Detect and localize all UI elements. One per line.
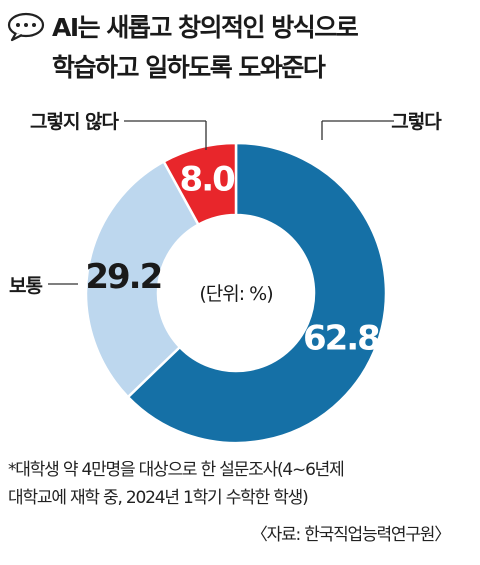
chart-title-line-1: AI는 새롭고 창의적인 방식으로: [52, 13, 359, 42]
slice-value-label-0: 62.8: [303, 319, 379, 359]
footnote-line-2: 대학교에 재학 중, 2024년 1학기 수학한 학생): [8, 488, 309, 508]
slice-category-label-2: 그렇지 않다: [30, 111, 120, 133]
donut-slice-1: [84, 159, 201, 399]
slice-category-label-0: 그렇다: [391, 111, 442, 133]
donut-slice-0: [126, 141, 388, 445]
chart-title-line-2: 학습하고 일하도록 도와준다: [52, 53, 326, 82]
donut-slice-2: [162, 141, 238, 227]
slice-value-label-1: 29.2: [85, 257, 161, 297]
slice-value-label-2: 8.0: [180, 160, 236, 200]
slice-category-label-1: 보통: [9, 275, 42, 297]
source-credit: 〈자료: 한국직업능력연구원〉: [250, 525, 451, 545]
speech-bubble-icon: [7, 12, 45, 42]
footnote-line-1: *대학생 약 4만명을 대상으로 한 설문조사(4~6년제: [8, 460, 345, 480]
center-unit-label: (단위: %): [199, 283, 272, 305]
chart-header: AI는 새롭고 창의적인 방식으로 학습하고 일하도록 도와준다: [0, 0, 480, 100]
